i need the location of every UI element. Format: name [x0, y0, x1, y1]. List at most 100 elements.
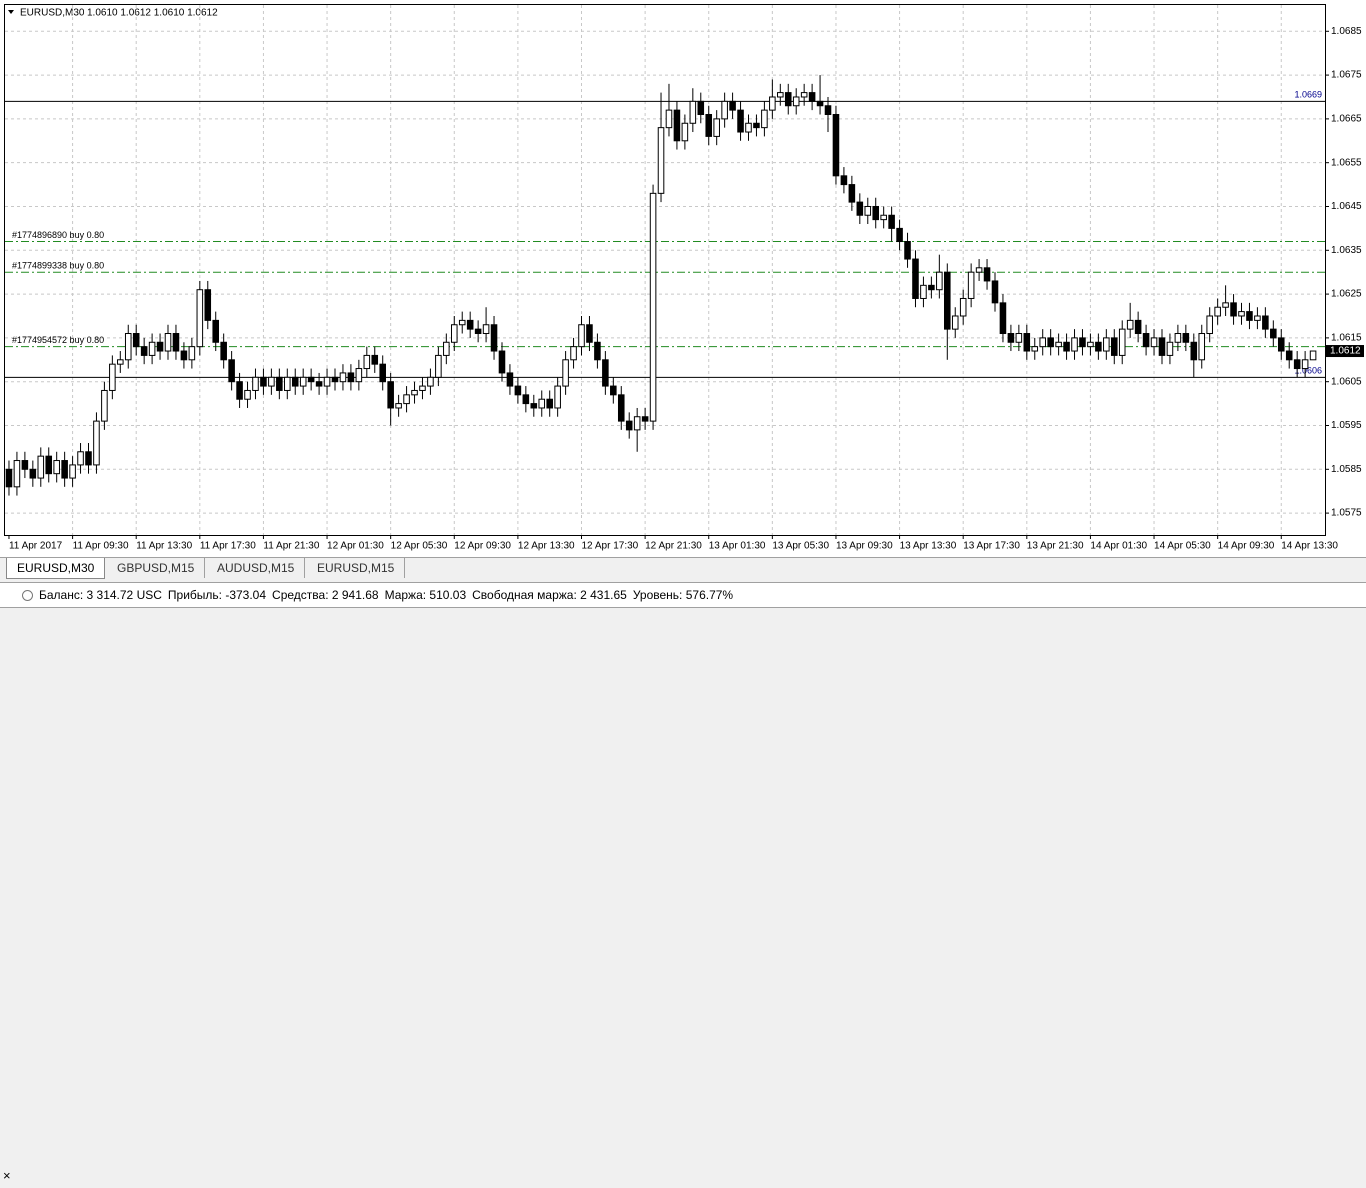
candle-body: [1182, 333, 1190, 343]
x-tick-label: 13 Apr 05:30: [772, 541, 829, 552]
candle-body: [1150, 337, 1158, 348]
candle-body: [570, 346, 577, 361]
close-button[interactable]: ×: [3, 1168, 11, 1183]
candle-body: [1039, 337, 1046, 348]
candle-body: [522, 394, 530, 405]
candle-body: [617, 394, 625, 422]
y-tick-label: 1.0605: [1331, 376, 1362, 387]
candle-body: [1071, 337, 1078, 352]
current-price-box: [1326, 345, 1364, 358]
candle-body: [29, 468, 37, 479]
candle-body: [633, 416, 641, 431]
candle-body: [196, 289, 204, 348]
x-tick-label: 12 Apr 05:30: [391, 541, 448, 552]
x-tick-label: 13 Apr 13:30: [900, 541, 957, 552]
ohlc: 1.0610 1.0612 1.0610 1.0612: [87, 8, 218, 19]
chart-background: [0, 0, 1366, 557]
candle-body: [546, 398, 553, 409]
chart-tab[interactable]: GBPUSD,M15: [107, 558, 206, 578]
candle-body: [140, 346, 148, 356]
candle-body: [832, 114, 840, 177]
candle-body: [967, 271, 975, 299]
candle-body: [673, 109, 681, 142]
candle-body: [872, 205, 880, 221]
account-field: Маржа: 510.03: [384, 588, 467, 602]
candle-body: [291, 376, 299, 387]
account-field: Баланс: 3 314.72 USC: [39, 588, 162, 602]
status-icon: [22, 590, 33, 602]
chart-tab[interactable]: AUDUSD,M15: [207, 558, 306, 578]
candle-body: [69, 464, 76, 479]
x-tick-label: 14 Apr 05:30: [1154, 541, 1211, 552]
order-label: #1774954572 buy 0.80: [12, 335, 104, 345]
y-tick-label: 1.0685: [1331, 26, 1362, 37]
candle-body: [132, 333, 140, 348]
candle-body: [339, 372, 347, 383]
candle-body: [1063, 341, 1070, 352]
candle-body: [260, 376, 267, 387]
candle-body: [991, 280, 999, 304]
candle-body: [315, 381, 323, 387]
candle-body: [1079, 337, 1086, 348]
candle-body: [689, 100, 697, 124]
x-tick-label: 13 Apr 01:30: [709, 541, 766, 552]
candle-body: [1309, 350, 1317, 361]
candle-body: [474, 328, 482, 335]
candle-body: [1158, 337, 1166, 356]
candle-body: [403, 394, 410, 405]
candle-body: [212, 319, 220, 343]
candle-body: [1301, 359, 1309, 370]
candle-body: [959, 297, 967, 317]
candle-body: [371, 354, 379, 365]
account-field: Уровень: 576.77%: [632, 588, 734, 602]
candle-body: [888, 214, 895, 229]
candle-body: [641, 416, 649, 422]
candle-body: [705, 114, 713, 137]
candle-body: [331, 376, 339, 383]
candle-body: [124, 333, 132, 361]
candle-body: [681, 122, 689, 142]
chart-tab[interactable]: EURUSD,M15: [307, 558, 406, 578]
candle-body: [1103, 337, 1110, 352]
candle-body: [93, 420, 100, 466]
candle-body: [713, 118, 720, 137]
candle-body: [697, 100, 705, 116]
account-field: Прибыль: -373.04: [167, 588, 267, 602]
candle-body: [951, 315, 959, 330]
candle-body: [864, 205, 872, 216]
chart-tab[interactable]: EURUSD,M30: [6, 558, 106, 579]
candle-body: [649, 192, 657, 422]
order-label: #1774899338 buy 0.80: [12, 261, 104, 271]
y-tick-label: 1.0615: [1331, 333, 1362, 344]
candle-body: [268, 376, 275, 387]
x-tick-label: 13 Apr 09:30: [836, 541, 893, 552]
candle-body: [999, 302, 1007, 335]
tab-bar: EURUSD,M30 GBPUSD,M15 AUDUSD,M15 EURUSD,M15: [0, 557, 1366, 580]
candle-body: [880, 214, 887, 221]
candle-body: [928, 284, 935, 291]
order-label: #1774896890 buy 0.80: [12, 230, 104, 240]
candle-body: [172, 333, 180, 352]
candle-body: [1110, 337, 1118, 356]
plot-frame: [4, 4, 1326, 536]
x-tick-label: 12 Apr 13:30: [518, 541, 575, 552]
candle-body: [395, 403, 402, 409]
price-level-label: 1.0669: [1294, 90, 1322, 100]
candle-body: [45, 455, 53, 475]
candle-body: [1206, 315, 1213, 335]
candle-body: [411, 389, 418, 396]
candle-body: [784, 92, 792, 107]
candle-body: [53, 460, 60, 475]
candle-body: [856, 201, 864, 216]
candle-body: [1198, 333, 1206, 361]
candle-body: [21, 460, 29, 470]
candle-body: [562, 359, 569, 387]
symbol: EURUSD,M30: [20, 8, 85, 19]
account-field: Средства: 2 941.68: [272, 588, 379, 602]
candle-body: [1246, 311, 1253, 321]
candle-body: [729, 100, 736, 111]
candle-body: [466, 319, 474, 330]
candle-body: [1047, 337, 1054, 348]
candle-body: [1270, 328, 1277, 339]
